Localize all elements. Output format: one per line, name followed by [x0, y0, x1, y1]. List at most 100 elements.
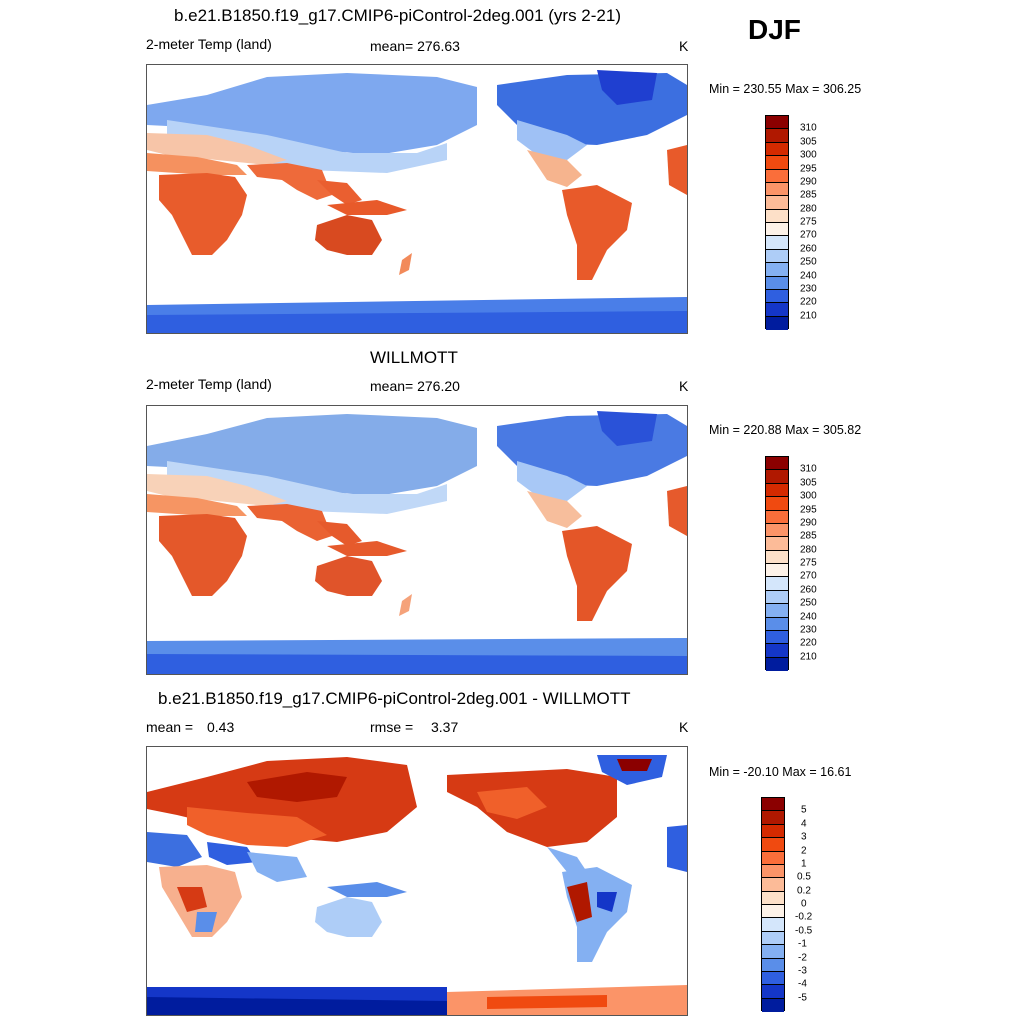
cbar3-label: -4: [798, 978, 807, 990]
cbar2-label: 310: [800, 463, 817, 475]
cbar2-label: 285: [800, 530, 817, 542]
swatch-3-4: [762, 851, 784, 865]
swatch-3-14: [762, 985, 784, 999]
cbar3-label: 1: [801, 858, 807, 870]
cbar3-label: 2: [801, 845, 807, 856]
cbar2-label: 280: [800, 544, 817, 556]
swatch-2-0: [766, 457, 788, 471]
swatch-3-15: [762, 998, 784, 1012]
cbar3-label: 0: [801, 898, 807, 910]
cbar3-label: 0.2: [797, 885, 811, 897]
swatch-2-7: [766, 550, 788, 564]
panel1-map: [146, 64, 688, 334]
swatch-3-1: [762, 811, 784, 825]
swatch-2-15: [766, 657, 788, 671]
panel2-variable: 2-meter Temp (land): [146, 376, 272, 392]
cbar1-label: 285: [800, 189, 817, 201]
swatch-1-4: [766, 169, 788, 183]
swatch-3-0: [762, 798, 784, 812]
swatch-3-3: [762, 838, 784, 852]
swatch-3-6: [762, 878, 784, 892]
cbar1-label: 240: [800, 270, 817, 281]
cbar1-label: 310: [800, 122, 817, 134]
swatch-1-13: [766, 289, 788, 304]
swatch-1-0: [766, 116, 788, 130]
panel1-units: K: [679, 38, 689, 54]
swatch-3-10: [762, 931, 784, 946]
cbar3-label: 3: [801, 831, 807, 843]
panel3-colorbar: [761, 797, 785, 1012]
swatch-2-13: [766, 630, 788, 645]
swatch-1-8: [766, 223, 788, 237]
panel3-mean-value: 0.43: [207, 719, 235, 735]
swatch-1-7: [766, 209, 788, 223]
swatch-3-9: [762, 918, 784, 932]
swatch-3-12: [762, 958, 784, 972]
cbar2-label: 220: [800, 637, 817, 649]
panel1-title: b.e21.B1850.f19_g17.CMIP6-piControl-2deg…: [174, 6, 621, 25]
panel2-minmax: Min = 220.88 Max = 305.82: [709, 423, 862, 437]
cbar3-label: -1: [798, 938, 807, 950]
cbar1-label: 270: [800, 229, 817, 241]
swatch-2-3: [766, 497, 788, 511]
panel1-minmax: Min = 230.55 Max = 306.25: [709, 82, 862, 96]
panel1-variable: 2-meter Temp (land): [146, 36, 272, 52]
cbar3-label: 0.5: [797, 871, 811, 883]
cbar1-label: 280: [800, 203, 817, 215]
cbar2-label: 270: [800, 570, 817, 582]
panel2-mean: mean= 276.20: [370, 378, 460, 394]
season-label: DJF: [748, 14, 801, 45]
cbar2-label: 295: [800, 504, 817, 515]
panel2-map: [146, 405, 688, 675]
panel3-rmse-value: 3.37: [431, 719, 459, 735]
cbar1-label: 305: [800, 136, 817, 148]
swatch-3-5: [762, 864, 784, 879]
swatch-2-1: [766, 470, 788, 484]
cbar2-label: 230: [800, 624, 817, 636]
cbar1-label: 275: [800, 216, 817, 228]
swatch-1-10: [766, 249, 788, 264]
swatch-1-2: [766, 142, 788, 157]
panel3-map: [146, 746, 688, 1016]
cbar2-label: 250: [800, 597, 817, 609]
swatch-1-6: [766, 196, 788, 210]
cbar3-label: -3: [798, 965, 807, 977]
swatch-1-3: [766, 156, 788, 170]
swatch-1-12: [766, 276, 788, 290]
swatch-1-15: [766, 316, 788, 330]
cbar2-label: 240: [800, 611, 817, 622]
swatch-2-8: [766, 564, 788, 578]
swatch-2-6: [766, 537, 788, 551]
world-map-observed: [147, 411, 687, 674]
panel3-title: b.e21.B1850.f19_g17.CMIP6-piControl-2deg…: [158, 689, 631, 708]
swatch-3-13: [762, 971, 784, 986]
panel3-rmse-label: rmse =: [370, 719, 414, 735]
swatch-1-1: [766, 129, 788, 143]
world-map-difference: [147, 755, 687, 1015]
swatch-1-5: [766, 182, 788, 197]
panel3-minmax: Min = -20.10 Max = 16.61: [709, 765, 852, 779]
swatch-2-10: [766, 590, 788, 605]
cbar3-label: -0.2: [795, 911, 813, 923]
cbar1-label: 295: [800, 163, 817, 174]
swatch-2-2: [766, 483, 788, 498]
swatch-3-2: [762, 824, 784, 839]
cbar3-label: 5: [801, 804, 807, 816]
cbar1-label: 290: [800, 176, 817, 188]
panel1-colorbar: [765, 115, 789, 330]
cbar1-label: 250: [800, 256, 817, 268]
cbar1-label: 260: [800, 243, 817, 255]
cbar1-label: 230: [800, 283, 817, 295]
panel2-colorbar: [765, 456, 789, 671]
swatch-1-9: [766, 236, 788, 250]
panel3-mean-label: mean =: [146, 719, 194, 735]
cbar2-label: 260: [800, 584, 817, 596]
cbar3-label: -2: [798, 952, 807, 963]
cbar3-label: -5: [798, 992, 807, 1004]
cbar2-label: 275: [800, 557, 817, 569]
swatch-2-9: [766, 577, 788, 591]
swatch-2-5: [766, 523, 788, 538]
panel2-units: K: [679, 378, 689, 394]
swatch-2-14: [766, 644, 788, 658]
swatch-1-11: [766, 263, 788, 277]
